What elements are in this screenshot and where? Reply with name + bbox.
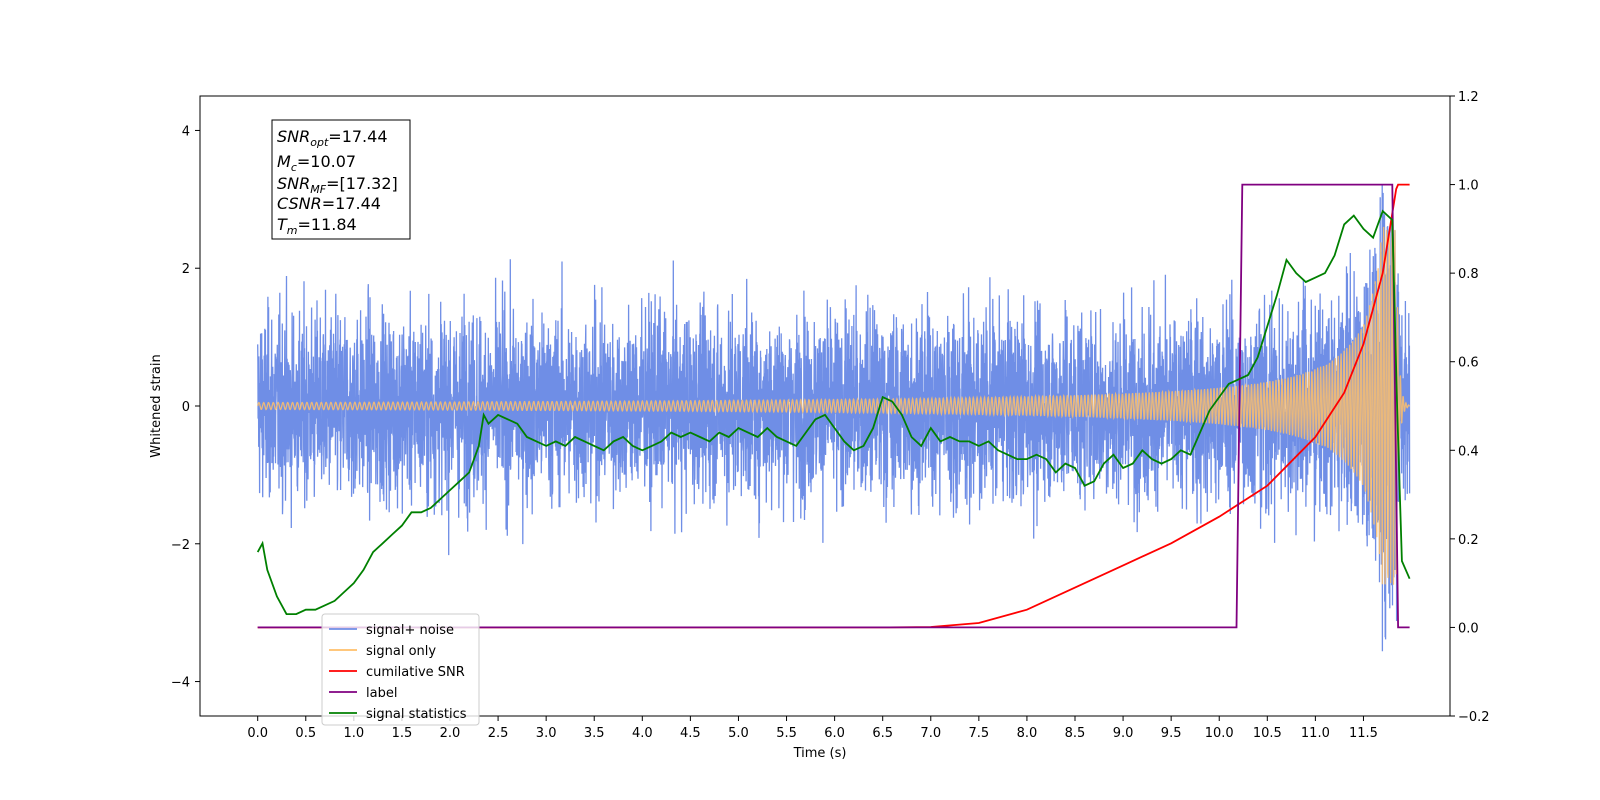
x-axis-label: Time (s) <box>793 746 847 761</box>
x-tick-label: 5.5 <box>776 726 797 741</box>
y2-tick-label: 1.0 <box>1458 179 1479 194</box>
legend-label: label <box>366 686 397 701</box>
legend-label: signal+ noise <box>366 623 454 638</box>
y-axis-right: −0.2 0.0 0.2 0.4 0.6 0.8 1.0 1.2 <box>1450 90 1490 725</box>
x-tick-label: 0.5 <box>295 726 316 741</box>
y-tick-label: −4 <box>171 676 190 691</box>
annotation-tm: Tm=11.84 <box>277 215 357 237</box>
x-tick-label: 3.5 <box>584 726 605 741</box>
x-tick-label: 7.5 <box>969 726 990 741</box>
x-tick-label: 7.0 <box>920 726 941 741</box>
legend-label: signal statistics <box>366 707 467 722</box>
x-tick-label: 4.5 <box>680 726 701 741</box>
series-signal-only <box>257 226 1411 585</box>
x-tick-label: 1.0 <box>344 726 365 741</box>
x-tick-label: 9.5 <box>1161 726 1182 741</box>
x-tick-label: 11.0 <box>1301 726 1330 741</box>
annotation-csnr: CSNR=17.44 <box>277 194 381 213</box>
annotation-box: SNRopt=17.44 Mc=10.07 SNRMF=[17.32] CSNR… <box>271 119 411 240</box>
x-tick-label: 6.0 <box>824 726 845 741</box>
y2-tick-label: 0.4 <box>1458 444 1479 459</box>
series-signal-statistics <box>256 209 1411 615</box>
series-layer <box>256 183 1411 652</box>
x-tick-label: 11.5 <box>1349 726 1378 741</box>
x-tick-label: 0.0 <box>247 726 268 741</box>
y-tick-label: 0 <box>182 400 190 415</box>
x-tick-label: 8.5 <box>1065 726 1086 741</box>
y2-tick-label: −0.2 <box>1458 710 1490 725</box>
annotation-mc: Mc=10.07 <box>277 152 356 174</box>
x-tick-label: 10.0 <box>1205 726 1234 741</box>
y2-tick-label: 0.2 <box>1458 533 1479 548</box>
legend-label: signal only <box>366 644 436 659</box>
x-tick-label: 2.5 <box>488 726 509 741</box>
series-label <box>257 183 1410 629</box>
legend-label: cumilative SNR <box>366 665 465 680</box>
x-tick-label: 10.5 <box>1253 726 1282 741</box>
y-axis-left: −4 −2 0 2 4 <box>171 124 200 691</box>
x-tick-label: 1.5 <box>392 726 413 741</box>
x-tick-label: 3.0 <box>536 726 557 741</box>
x-tick-label: 6.5 <box>872 726 893 741</box>
y2-tick-label: 0.0 <box>1458 621 1479 636</box>
series-signal-noise <box>257 184 1411 652</box>
annotation-snr-opt: SNRopt=17.44 <box>277 127 388 149</box>
y-tick-label: −2 <box>171 538 190 553</box>
y2-tick-label: 1.2 <box>1458 90 1479 105</box>
legend: signal+ noise signal only cumilative SNR la… <box>321 613 480 726</box>
series-cumulative-snr <box>257 183 1410 629</box>
x-tick-label: 4.0 <box>632 726 653 741</box>
x-tick-label: 5.0 <box>728 726 749 741</box>
y-tick-label: 4 <box>182 124 190 139</box>
x-tick-label: 8.0 <box>1017 726 1038 741</box>
y-axis-label: Whitened strain <box>149 354 164 457</box>
x-tick-label: 9.0 <box>1113 726 1134 741</box>
x-tick-label: 2.0 <box>440 726 461 741</box>
y2-tick-label: 0.8 <box>1458 267 1479 282</box>
x-axis: 0.0 0.5 1.0 1.5 2.0 2.5 3.0 3.5 4.0 4.5 5.0 5.5 6.0 6… <box>247 716 1378 741</box>
annotation-snr-mf: SNRMF=[17.32] <box>277 174 398 196</box>
y2-tick-label: 0.6 <box>1458 356 1479 371</box>
y-tick-label: 2 <box>182 262 190 277</box>
